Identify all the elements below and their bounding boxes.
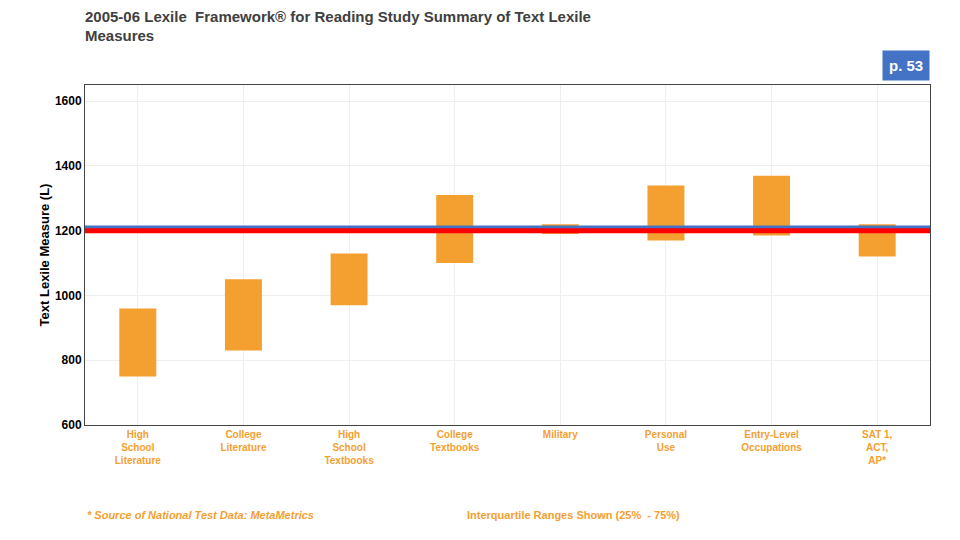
svg-text:1600: 1600 — [55, 94, 82, 108]
svg-text:1000: 1000 — [55, 289, 82, 303]
svg-text:CollegeTextbooks: CollegeTextbooks — [430, 429, 480, 453]
svg-text:p. 53: p. 53 — [889, 57, 923, 74]
svg-text:HighSchoolTextbooks: HighSchoolTextbooks — [324, 429, 374, 466]
svg-text:Interquartile Ranges Shown (25: Interquartile Ranges Shown (25% - 75%) — [467, 509, 680, 521]
svg-text:800: 800 — [62, 353, 82, 367]
svg-text:1200: 1200 — [55, 224, 82, 238]
svg-text:1400: 1400 — [55, 159, 82, 173]
svg-text:* Source of National Test Data: * Source of National Test Data: MetaMetr… — [87, 509, 314, 521]
svg-text:Entry-LevelOccupations: Entry-LevelOccupations — [741, 429, 802, 453]
svg-text:CollegeLiterature: CollegeLiterature — [220, 429, 267, 453]
svg-text:2005-06 Lexile Framework® for: 2005-06 Lexile Framework® for Reading St… — [85, 8, 591, 45]
svg-text:SAT 1,ACT,AP*: SAT 1,ACT,AP* — [862, 429, 893, 466]
svg-text:Text Lexile Measure (L): Text Lexile Measure (L) — [37, 184, 52, 327]
svg-text:PersonalUse: PersonalUse — [645, 429, 687, 453]
svg-text:HighSchoolLiterature: HighSchoolLiterature — [115, 429, 162, 466]
svg-text:Military: Military — [543, 429, 578, 440]
svg-text:600: 600 — [62, 418, 82, 432]
